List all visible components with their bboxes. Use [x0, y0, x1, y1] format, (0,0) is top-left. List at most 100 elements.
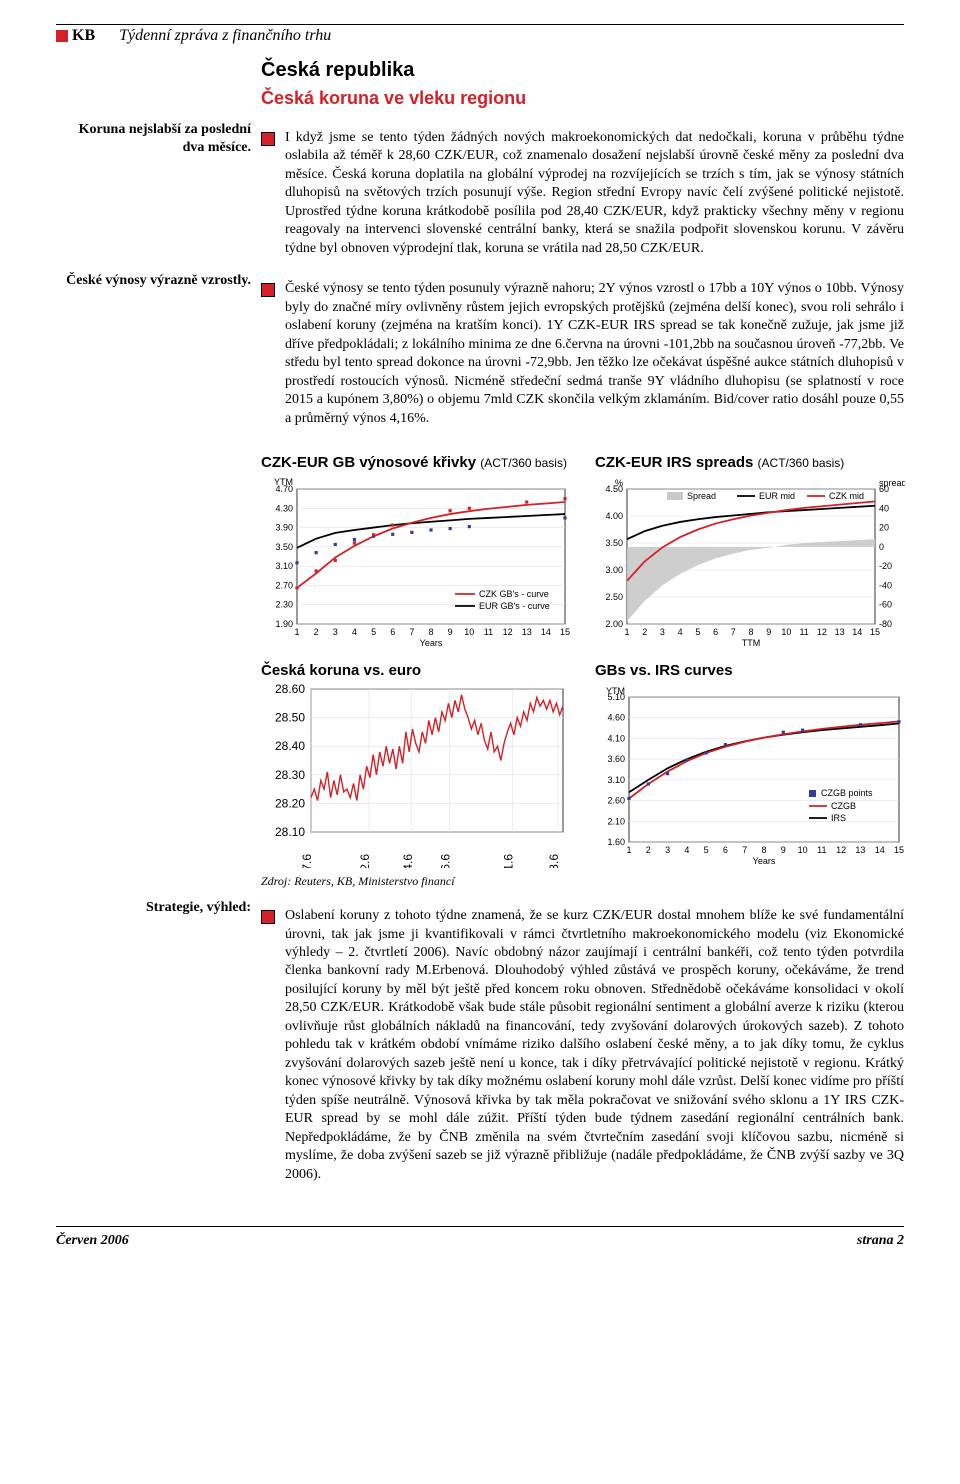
svg-text:3.10: 3.10	[275, 561, 293, 571]
svg-text:6: 6	[713, 627, 718, 637]
svg-text:9: 9	[766, 627, 771, 637]
svg-text:15: 15	[560, 627, 570, 637]
svg-text:EUR mid: EUR mid	[759, 491, 795, 501]
svg-text:14.6: 14.6	[401, 854, 415, 868]
svg-text:3.60: 3.60	[607, 754, 625, 764]
section-subtitle: Česká koruna ve vleku regionu	[261, 88, 904, 109]
svg-text:12: 12	[817, 627, 827, 637]
chart1-title-text: CZK-EUR GB výnosové křivky	[261, 454, 476, 471]
svg-text:4: 4	[352, 627, 357, 637]
report-title: Týdenní zpráva z finančního trhu	[119, 27, 904, 45]
paragraph-1: I když jsme se tento týden žádných novýc…	[285, 129, 904, 258]
margin-note-3: Strategie, výhled:	[56, 899, 251, 917]
svg-text:16.6: 16.6	[439, 854, 453, 868]
svg-text:14: 14	[541, 627, 551, 637]
svg-text:3.90: 3.90	[275, 523, 293, 533]
svg-text:3: 3	[665, 845, 670, 855]
svg-text:7: 7	[409, 627, 414, 637]
svg-text:2: 2	[646, 845, 651, 855]
svg-text:8: 8	[748, 627, 753, 637]
svg-text:4: 4	[678, 627, 683, 637]
logo-square-icon	[56, 30, 68, 42]
svg-text:1: 1	[624, 627, 629, 637]
svg-text:6: 6	[723, 845, 728, 855]
svg-text:11: 11	[799, 627, 808, 637]
svg-text:7.6: 7.6	[300, 854, 314, 868]
svg-text:8: 8	[761, 845, 766, 855]
svg-text:28.60: 28.60	[275, 683, 305, 696]
svg-text:IRS: IRS	[831, 813, 846, 823]
svg-text:1.60: 1.60	[607, 837, 625, 847]
svg-text:3.50: 3.50	[275, 542, 293, 552]
margin-note-2: České výnosy výrazně vzrostly.	[56, 272, 251, 290]
svg-text:11: 11	[817, 845, 826, 855]
paragraph-3: Oslabení koruny z tohoto týdne znamená, …	[285, 907, 904, 1184]
svg-text:3.10: 3.10	[607, 775, 625, 785]
svg-text:40: 40	[879, 503, 889, 513]
svg-text:28.50: 28.50	[275, 711, 305, 725]
chart-yield-curves: 1.902.302.703.103.503.904.304.7012345678…	[261, 475, 571, 650]
svg-text:2: 2	[642, 627, 647, 637]
svg-text:21.6: 21.6	[502, 854, 516, 868]
svg-text:YTM: YTM	[274, 477, 293, 487]
bullet-icon	[261, 283, 275, 297]
svg-text:2.60: 2.60	[607, 796, 625, 806]
svg-text:3: 3	[660, 627, 665, 637]
svg-text:2.70: 2.70	[275, 580, 293, 590]
footer-date: Červen 2006	[56, 1233, 129, 1249]
svg-text:14: 14	[852, 627, 862, 637]
bullet-icon	[261, 132, 275, 146]
chart1-title: CZK-EUR GB výnosové křivky (ACT/360 basi…	[261, 454, 571, 471]
svg-text:CZGB: CZGB	[831, 801, 856, 811]
svg-text:5: 5	[695, 627, 700, 637]
footer-page: strana 2	[857, 1233, 904, 1249]
source-line: Zdroj: Reuters, KB, Ministerstvo financí	[261, 874, 904, 889]
svg-text:-40: -40	[879, 580, 892, 590]
svg-text:14: 14	[875, 845, 885, 855]
svg-text:EUR GB's - curve: EUR GB's - curve	[479, 601, 550, 611]
svg-text:3.50: 3.50	[605, 538, 623, 548]
svg-text:8: 8	[428, 627, 433, 637]
svg-text:7: 7	[742, 845, 747, 855]
svg-text:11: 11	[484, 627, 493, 637]
svg-text:13: 13	[522, 627, 532, 637]
svg-text:10: 10	[798, 845, 808, 855]
svg-text:12: 12	[503, 627, 513, 637]
svg-text:5: 5	[371, 627, 376, 637]
svg-text:4.30: 4.30	[275, 503, 293, 513]
svg-text:4.00: 4.00	[605, 511, 623, 521]
svg-text:23.6: 23.6	[547, 854, 561, 868]
chart2-subtitle: (ACT/360 basis)	[758, 456, 845, 470]
svg-text:15: 15	[870, 627, 880, 637]
svg-text:CZGB points: CZGB points	[821, 788, 873, 798]
svg-text:5: 5	[704, 845, 709, 855]
svg-text:20: 20	[879, 523, 889, 533]
svg-text:2: 2	[314, 627, 319, 637]
svg-text:2.00: 2.00	[605, 619, 623, 629]
chart2-title-text: CZK-EUR IRS spreads	[595, 454, 753, 471]
svg-text:13: 13	[835, 627, 845, 637]
svg-text:7: 7	[731, 627, 736, 637]
chart-gb-irs: 1.602.102.603.103.604.104.605.1012345678…	[595, 683, 905, 868]
svg-text:4.10: 4.10	[607, 733, 625, 743]
svg-text:CZK GB's - curve: CZK GB's - curve	[479, 589, 549, 599]
svg-text:2.30: 2.30	[275, 600, 293, 610]
chart3-title: Česká koruna vs. euro	[261, 662, 571, 679]
svg-text:28.20: 28.20	[275, 796, 305, 810]
svg-text:13: 13	[855, 845, 865, 855]
svg-text:6: 6	[390, 627, 395, 637]
bullet-icon	[261, 910, 275, 924]
paragraph-2: České výnosy se tento týden posunuly výr…	[285, 280, 904, 428]
svg-text:3.00: 3.00	[605, 565, 623, 575]
svg-text:1: 1	[626, 845, 631, 855]
svg-text:-80: -80	[879, 619, 892, 629]
svg-text:12.6: 12.6	[358, 854, 372, 868]
chart1-subtitle: (ACT/360 basis)	[480, 456, 567, 470]
chart2-title: CZK-EUR IRS spreads (ACT/360 basis)	[595, 454, 905, 471]
svg-text:28.40: 28.40	[275, 739, 305, 753]
svg-text:1.90: 1.90	[275, 619, 293, 629]
kb-logo: KB	[56, 27, 95, 45]
svg-text:3: 3	[333, 627, 338, 637]
svg-text:YTM: YTM	[606, 686, 625, 696]
svg-text:4: 4	[684, 845, 689, 855]
